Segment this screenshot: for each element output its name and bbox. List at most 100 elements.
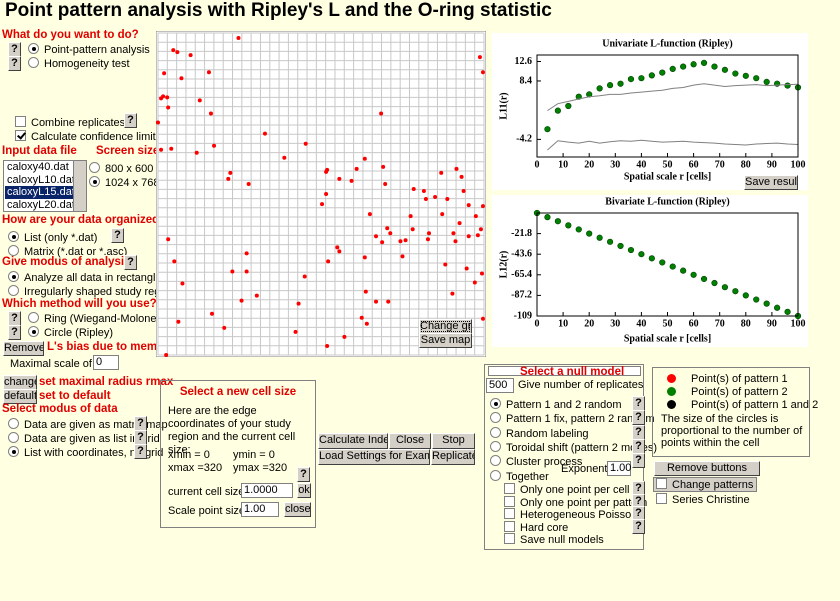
option-row[interactable]: 800 x 600 (89, 162, 153, 175)
button[interactable]: change (3, 375, 37, 390)
radio-button[interactable] (89, 176, 100, 187)
checkbox[interactable] (504, 533, 515, 544)
option-row[interactable]: List (only *.dat) (8, 231, 97, 244)
radio-button[interactable] (28, 326, 39, 337)
checkbox-row[interactable]: Change patterns (653, 477, 758, 492)
option-row[interactable]: 1024 x 768 (89, 176, 159, 189)
button[interactable]: Remove buttons (654, 461, 760, 476)
option-row[interactable]: Cluster process (490, 455, 582, 468)
text-input[interactable]: 500 (486, 378, 514, 393)
radio-button[interactable] (8, 245, 19, 256)
radio-button[interactable] (490, 398, 501, 409)
option-row[interactable]: Analyze all data in rectangle (8, 271, 162, 284)
text-input[interactable]: 0 (93, 355, 119, 370)
help-button[interactable]: ? (8, 325, 21, 340)
button[interactable]: close (284, 502, 311, 517)
button[interactable]: Calculate Index (318, 433, 388, 449)
text-input[interactable]: 1.00 (241, 502, 279, 517)
help-button[interactable]: ? (8, 42, 21, 57)
help-button[interactable]: ? (297, 467, 310, 482)
button[interactable]: Remove (3, 341, 44, 356)
button[interactable]: Change grid (419, 319, 472, 334)
option-row[interactable]: Irregularly shaped study region (8, 285, 175, 298)
file-item[interactable]: caloxyL10.dat (7, 173, 75, 186)
button[interactable]: Save results (744, 175, 798, 190)
radio-button[interactable] (490, 412, 501, 424)
radio-button[interactable] (89, 162, 100, 173)
help-button[interactable]: ? (111, 228, 124, 243)
checkbox-row[interactable]: Calculate confidence limits (15, 130, 161, 143)
button[interactable]: Close (389, 433, 431, 449)
option-row[interactable]: List with coordinates, no grid (8, 446, 163, 459)
file-list[interactable]: caloxy40.dat caloxyL10.dat caloxyL15.dat ca… (3, 160, 87, 212)
button[interactable]: default (3, 389, 37, 404)
option-row[interactable]: Random labeling (490, 426, 589, 440)
option-row[interactable]: Together (490, 469, 549, 483)
radio-button[interactable] (8, 271, 19, 282)
help-button[interactable]: ? (124, 113, 137, 128)
option-row[interactable]: Matrix (*.dat or *.asc) (8, 245, 127, 258)
checkbox[interactable] (15, 116, 26, 127)
help-button[interactable]: ? (632, 410, 645, 426)
checkbox[interactable] (656, 478, 667, 489)
button[interactable]: Load Settings for Example (318, 449, 430, 465)
text-input[interactable]: 1.0000 (241, 483, 293, 498)
checkbox[interactable] (504, 483, 515, 494)
radio-button[interactable] (490, 440, 501, 452)
option-row[interactable]: Data are given as list in grid (8, 432, 160, 445)
help-button[interactable]: ? (124, 255, 137, 270)
checkbox[interactable] (15, 130, 26, 141)
option-row[interactable]: Homogeneity test (28, 57, 130, 70)
radio-button[interactable] (8, 231, 19, 242)
radio-button[interactable] (8, 418, 19, 429)
radio-button[interactable] (28, 57, 39, 68)
radio-button[interactable] (28, 312, 39, 323)
button[interactable]: Stop (432, 433, 475, 449)
option-row[interactable]: Hard core (504, 520, 568, 534)
help-button[interactable]: ? (8, 311, 21, 326)
option-row[interactable]: Point-pattern analysis (28, 43, 150, 56)
radio-button[interactable] (8, 432, 19, 443)
radio-button[interactable] (28, 43, 39, 54)
checkbox[interactable] (504, 508, 515, 519)
file-item[interactable]: caloxyL20.dat (7, 198, 75, 211)
option-row[interactable]: Pattern 1 and 2 random (490, 398, 622, 411)
option-row[interactable]: Only one point per cell (504, 483, 629, 496)
option-row[interactable]: Save null models (504, 533, 604, 546)
help-button[interactable]: ? (632, 493, 645, 509)
help-button[interactable]: ? (134, 430, 147, 445)
checkbox[interactable] (504, 495, 515, 507)
help-button[interactable]: ? (8, 56, 21, 71)
help-button[interactable]: ? (134, 444, 147, 459)
button[interactable]: Replicates (431, 449, 475, 465)
scrollbar[interactable] (73, 161, 86, 211)
option-row[interactable]: Toroidal shift (pattern 2 moves) (490, 440, 657, 454)
text-input[interactable]: 1.00 (607, 461, 631, 476)
file-item[interactable]: caloxy40.dat (7, 161, 69, 173)
radio-button[interactable] (8, 285, 19, 296)
button[interactable]: Save map (419, 333, 472, 348)
help-button[interactable]: ? (134, 416, 147, 431)
option-row[interactable]: Data are given as matrix map (8, 418, 168, 431)
checkbox-row[interactable]: Combine replicates (15, 116, 125, 129)
radio-button[interactable] (490, 469, 501, 481)
help-button[interactable]: ? (632, 518, 645, 534)
help-button[interactable]: ? (632, 438, 645, 454)
radio-button[interactable] (490, 455, 501, 467)
option-row[interactable]: Only one point per pattern (504, 495, 647, 509)
option-label: 800 x 600 (105, 163, 154, 175)
button[interactable]: ok (297, 483, 311, 498)
help-button[interactable]: ? (632, 453, 645, 469)
file-item[interactable]: caloxyL15.dat (5, 186, 75, 199)
option-row[interactable]: Circle (Ripley) (28, 326, 113, 339)
checkbox[interactable] (504, 520, 515, 532)
radio-button[interactable] (8, 446, 19, 457)
radio-button[interactable] (490, 426, 501, 438)
checkbox-row[interactable]: Series Christine (656, 493, 750, 506)
option-row[interactable]: Pattern 1 fix, pattern 2 random (490, 412, 655, 425)
help-button[interactable]: ? (632, 396, 645, 411)
help-button[interactable]: ? (632, 424, 645, 440)
checkbox[interactable] (656, 493, 667, 504)
option-row[interactable]: Heterogeneous Poisson (504, 508, 637, 521)
option-row[interactable]: Ring (Wiegand-Moloney) (28, 312, 166, 325)
